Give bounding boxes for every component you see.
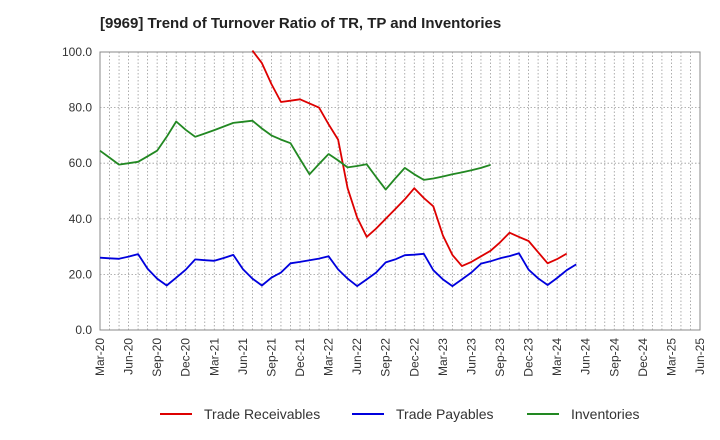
- legend-label: Trade Receivables: [204, 406, 320, 422]
- x-tick-label: Dec-23: [522, 338, 536, 377]
- plot-area: [99, 51, 701, 331]
- x-tick-label: Mar-22: [322, 338, 336, 376]
- y-tick-label: 80.0: [69, 101, 93, 115]
- grid-lines: [100, 52, 700, 330]
- x-tick-label: Jun-25: [693, 338, 707, 375]
- y-tick-label: 40.0: [69, 212, 93, 226]
- x-tick-label: Jun-23: [464, 338, 478, 375]
- x-tick-label: Mar-24: [550, 338, 564, 376]
- x-tick-label: Dec-20: [179, 338, 193, 377]
- series-line-2: [99, 252, 577, 287]
- y-tick-label: 0.0: [75, 323, 92, 337]
- series-line-1: [251, 50, 568, 267]
- x-tick-label: Dec-22: [407, 338, 421, 377]
- x-tick-label: Jun-24: [579, 338, 593, 375]
- x-tick-label: Dec-24: [636, 338, 650, 377]
- series-lines: [99, 50, 577, 287]
- x-tick-label: Mar-25: [664, 338, 678, 376]
- x-tick-label: Sep-20: [150, 338, 164, 377]
- y-tick-label: 100.0: [62, 45, 92, 59]
- chart-title: [9969] Trend of Turnover Ratio of TR, TP…: [100, 15, 502, 32]
- x-tick-label: Jun-22: [350, 338, 364, 375]
- x-tick-label: Mar-23: [436, 338, 450, 376]
- x-tick-label: Mar-20: [93, 338, 107, 376]
- x-axis-tick-labels: Mar-20 Jun-20 Sep-20 Dec-20 Mar-21 Jun-21 Sep-…: [93, 338, 707, 377]
- y-tick-label: 20.0: [69, 267, 93, 281]
- series-line-3: [99, 119, 491, 191]
- x-tick-label: Mar-21: [207, 338, 221, 376]
- x-tick-label: Jun-20: [122, 338, 136, 375]
- x-tick-label: Sep-24: [607, 338, 621, 377]
- y-tick-label: 60.0: [69, 156, 93, 170]
- x-tick-label: Sep-21: [264, 338, 278, 377]
- x-tick-label: Jun-21: [236, 338, 250, 375]
- x-tick-label: Sep-23: [493, 338, 507, 377]
- legend-label: Trade Payables: [396, 406, 494, 422]
- legend: Trade Receivables Trade Payables Inventori…: [160, 406, 639, 422]
- x-tick-label: Dec-21: [293, 338, 307, 377]
- x-tick-label: Sep-22: [379, 338, 393, 377]
- legend-label: Inventories: [571, 406, 639, 422]
- y-axis-tick-labels: 0.0 20.0 40.0 60.0 80.0 100.0: [62, 45, 92, 337]
